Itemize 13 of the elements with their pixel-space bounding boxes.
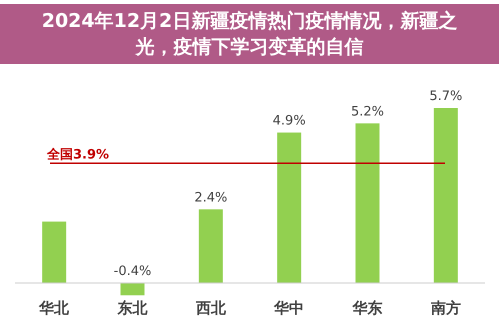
x-tick-label: 华北 <box>38 299 70 317</box>
x-tick-label: 西北 <box>194 299 227 317</box>
chart-title: 2024年12月2日新疆疫情热门疫情情况，新疆之光，疫情下学习变革的自信 <box>0 4 499 64</box>
data-label: 5.7% <box>429 89 462 104</box>
x-tick-label: 南方 <box>430 299 461 317</box>
data-label: 4.9% <box>272 114 306 129</box>
ref-line-label: 全国3.9% <box>46 147 110 162</box>
x-tick-label: 华东 <box>352 299 382 317</box>
data-label: 5.2% <box>350 104 384 120</box>
x-tick-label: 华中 <box>273 299 304 317</box>
data-label: 2.4% <box>194 190 228 206</box>
data-label: -0.4% <box>114 264 152 279</box>
x-tick-label: 东北 <box>116 299 148 317</box>
